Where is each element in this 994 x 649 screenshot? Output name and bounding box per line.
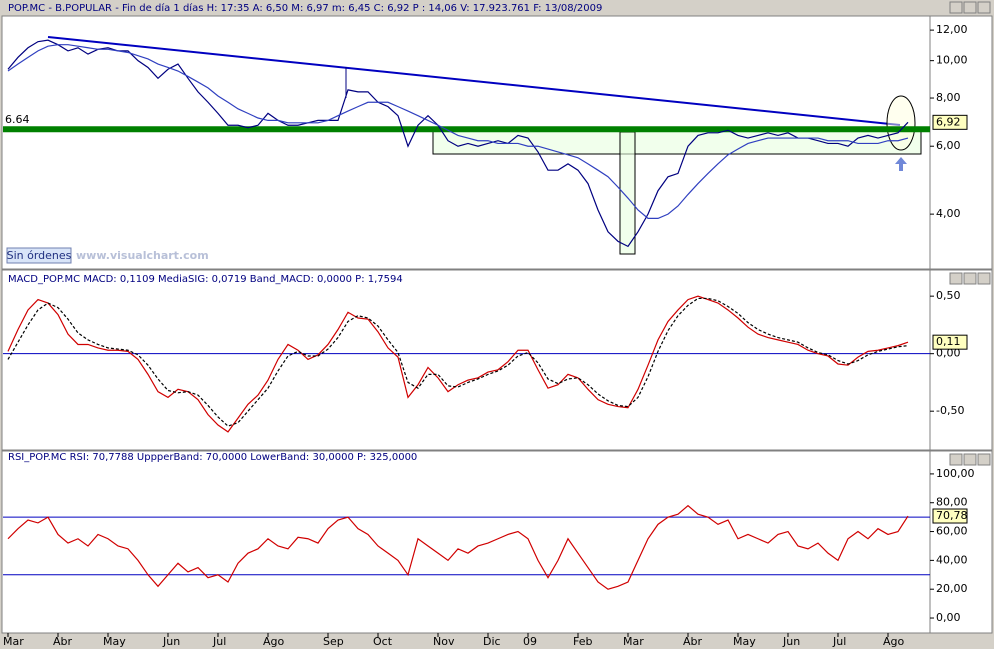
macd-header: MACD_POP.MC MACD: 0,1109 MediaSIG: 0,071…	[8, 274, 403, 285]
x-tick-label: 09	[523, 635, 537, 648]
y-tick-label: 20,00	[936, 582, 968, 595]
y-tick-label: 100,00	[936, 467, 975, 480]
y-tick-label: 10,00	[936, 54, 968, 67]
x-tick-label: Oct	[373, 635, 393, 648]
orders-button[interactable]	[6, 247, 72, 264]
rsi-header: RSI_POP.MC RSI: 70,7788 UppperBand: 70,0…	[8, 452, 417, 463]
last-value-box	[932, 508, 968, 524]
y-tick-label: 40,00	[936, 553, 968, 566]
y-tick-label: 4,00	[936, 207, 961, 220]
y-tick-label: 0,50	[936, 289, 961, 302]
bottom-zone	[619, 131, 636, 255]
support-zone	[432, 128, 922, 155]
series-line	[7, 44, 909, 219]
x-tick-label: Ago	[883, 635, 905, 648]
x-tick-label: Mar	[3, 635, 24, 648]
series-line	[7, 39, 909, 248]
y-tick-label: 0,00	[936, 611, 961, 624]
y-tick-label: 8,00	[936, 91, 961, 104]
last-value-box	[932, 334, 968, 350]
x-tick-label: Dic	[483, 635, 501, 648]
y-tick-label: 12,00	[936, 23, 968, 36]
y-tick-label: 0,00	[936, 347, 961, 360]
x-tick-label: Abr	[683, 635, 703, 648]
last-value-label: 6,92	[936, 115, 961, 128]
x-tick-label: Jul	[832, 635, 846, 648]
x-tick-label: May	[733, 635, 756, 648]
support-label: 6.64	[5, 113, 30, 126]
rsi-panel	[1, 450, 931, 634]
x-tick-label: Mar	[623, 635, 644, 648]
series-line	[7, 295, 909, 433]
y-tick-label: 80,00	[936, 496, 968, 509]
x-tick-label: May	[103, 635, 126, 648]
last-value-label: 0,11	[936, 335, 961, 348]
series-line	[7, 504, 909, 590]
y-tick-label: -0,50	[936, 404, 964, 417]
x-tick-label: Sep	[323, 635, 344, 648]
watermark: www.visualchart.com	[76, 249, 209, 262]
macd-panel	[1, 269, 931, 451]
y-tick-label: 6,00	[936, 139, 961, 152]
x-tick-label: Feb	[573, 635, 592, 648]
x-tick-label: Abr	[53, 635, 73, 648]
x-tick-label: Ago	[263, 635, 285, 648]
arrow	[895, 157, 907, 171]
highlight-ellipse	[886, 95, 916, 151]
orders-button-label[interactable]: Sin órdenes	[7, 249, 72, 262]
x-tick-label: Jul	[212, 635, 226, 648]
x-tick-label: Jun	[782, 635, 800, 648]
last-value-box	[932, 114, 968, 130]
macd-axis	[929, 269, 993, 451]
x-tick-label: Nov	[433, 635, 455, 648]
last-value-label: 70,78	[936, 509, 968, 522]
y-tick-label: 60,00	[936, 525, 968, 538]
trend-line	[47, 36, 901, 126]
rsi-axis	[929, 450, 993, 634]
price-header: POP.MC - B.POPULAR - Fin de día 1 días H…	[8, 2, 602, 14]
window-buttons[interactable]	[949, 1, 991, 466]
price-axis	[929, 15, 993, 270]
x-tick-label: Jun	[162, 635, 180, 648]
